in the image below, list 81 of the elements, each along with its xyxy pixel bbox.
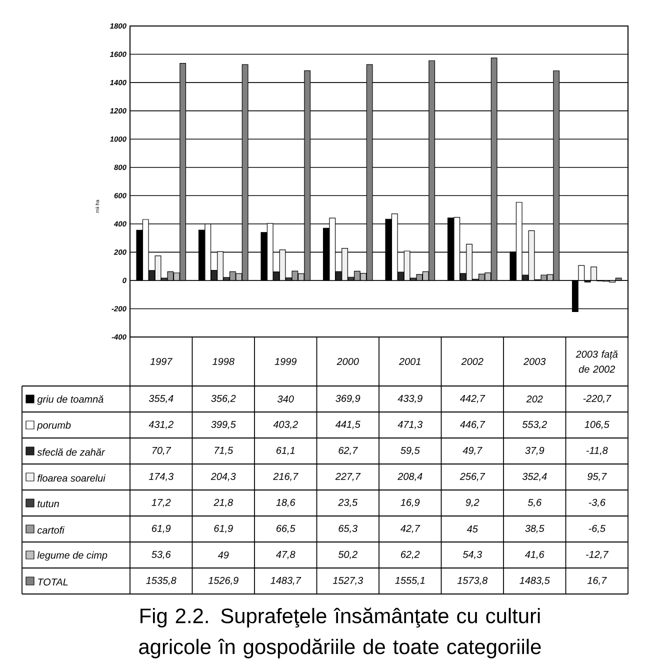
data-label: 399,5 [211, 420, 236, 430]
data-label: 256,7 [460, 472, 486, 482]
data-label: 49 [218, 551, 229, 559]
data-label: 1527,3 [332, 576, 364, 586]
data-label: -3,6 [588, 498, 606, 508]
x-tick-label: 2002 [461, 358, 484, 366]
x-tick-label: 2003 [523, 358, 546, 366]
data-label: 65,3 [338, 524, 358, 534]
data-label: 47,8 [276, 550, 296, 560]
data-label: 21,8 [214, 498, 234, 508]
data-label: 61,1 [276, 446, 294, 456]
data-label: 62,7 [338, 446, 358, 456]
data-label: 369,9 [336, 394, 360, 404]
data-label: 352,4 [522, 472, 547, 482]
legend-label: cartofi [38, 526, 65, 534]
data-label: 18,6 [276, 498, 296, 508]
data-label: 553,2 [522, 420, 547, 430]
data-label: 442,7 [460, 394, 486, 404]
data-label: 1573,8 [457, 576, 488, 586]
data-label: 41,6 [525, 550, 544, 560]
data-label: 208,4 [398, 472, 422, 482]
x-tick-label: 2000 [336, 358, 359, 366]
data-label: 71,5 [214, 446, 234, 456]
x-tick-label: 1999 [274, 358, 297, 366]
data-label: 202 [526, 395, 543, 403]
data-label: 174,3 [148, 472, 174, 482]
data-label: 66,5 [276, 524, 296, 534]
data-label: -11,8 [586, 446, 608, 456]
data-label: 61,9 [152, 524, 171, 534]
data-label: 446,7 [460, 420, 486, 430]
data-label: -12,7 [586, 550, 609, 560]
data-label: 5,6 [528, 498, 542, 508]
data-label: 38,5 [525, 524, 544, 534]
legend-label: sfeclă de zahăr [37, 448, 106, 456]
legend-label: porumb [36, 421, 71, 431]
data-label: 17,2 [152, 498, 171, 508]
x-tick-label: 2001 [398, 358, 420, 366]
data-label: 441,5 [335, 420, 360, 430]
legend-label: griu de toamnă [37, 395, 104, 405]
data-label: 62,2 [400, 550, 420, 560]
data-label: 204,3 [210, 472, 236, 482]
legend-label: floarea soarelui [38, 474, 106, 482]
data-label: 1483,7 [270, 576, 302, 586]
data-label: 70,7 [152, 446, 172, 456]
data-label: 471,3 [398, 420, 423, 430]
data-label: 1526,9 [208, 576, 238, 586]
legend-label: legume de cimp [37, 551, 108, 561]
data-label: 356,2 [211, 394, 236, 404]
x-tick-label: 1997 [150, 358, 173, 366]
data-label: 59,5 [400, 446, 420, 456]
text: Fig 2.2. Suprafeţele însămânţate cu culturi agricole în gospodăriile de toate categoriile [139, 608, 541, 658]
x-tick-label: 2003 față de 2002 [576, 350, 618, 373]
data-label: 61,9 [214, 524, 233, 534]
data-label: 403,2 [273, 420, 298, 430]
data-label: 9,2 [466, 498, 480, 508]
data-label: 16,7 [587, 576, 607, 586]
data-label: 37,9 [525, 446, 544, 456]
data-label: 95,7 [588, 472, 607, 482]
data-label: 16,9 [400, 498, 420, 508]
data-label: 227,7 [335, 472, 361, 482]
data-label: -6,5 [588, 524, 606, 534]
data-label: 106,5 [584, 420, 610, 430]
data-label: 431,2 [148, 420, 174, 430]
data-label: 1535,8 [146, 576, 176, 586]
data-label: 50,2 [338, 550, 358, 560]
data-label: 45 [466, 526, 478, 532]
data-label: 433,9 [398, 394, 422, 404]
data-label: 49,7 [462, 446, 482, 456]
data-label: 355,4 [148, 394, 174, 404]
data-label: 340 [278, 395, 294, 403]
legend-label: TOTAL [38, 578, 68, 586]
data-label: 1555,1 [395, 576, 425, 586]
data-label: 54,3 [462, 550, 482, 560]
data-label: 1483,5 [520, 576, 550, 586]
x-tick-label: 1998 [212, 358, 234, 366]
data-label: 216,7 [273, 472, 298, 482]
data-label: -220,7 [583, 394, 612, 404]
legend-label: tutun [38, 500, 59, 508]
data-label: 53,6 [152, 550, 171, 560]
data-label: 42,7 [400, 524, 420, 534]
data-label: 23,5 [338, 498, 358, 508]
